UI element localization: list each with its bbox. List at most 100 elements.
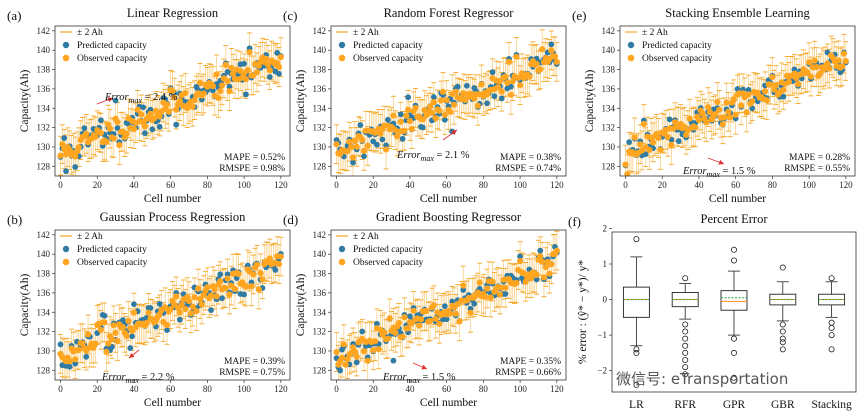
observed-point <box>114 118 121 125</box>
observed-point <box>191 294 198 301</box>
observed-point <box>399 333 406 340</box>
observed-point <box>176 97 183 105</box>
predicted-point <box>373 320 380 327</box>
observed-point <box>542 263 549 271</box>
x-tick-label: 80 <box>479 180 489 190</box>
observed-point <box>340 341 347 348</box>
observed-point <box>84 331 92 338</box>
observed-point <box>147 110 154 117</box>
observed-point <box>655 134 662 142</box>
observed-point <box>393 133 401 140</box>
observed-point <box>277 253 284 260</box>
outlier-point <box>731 335 738 342</box>
outlier-point <box>779 339 786 346</box>
y-tick-label: 142 <box>313 26 327 36</box>
observed-point <box>130 309 138 316</box>
box-axes-frame <box>611 231 857 393</box>
plot-area <box>57 32 284 176</box>
observed-point <box>714 98 721 106</box>
x-ticks: 0 20 40 60 80 100 120 <box>58 380 288 394</box>
y-tick-label: 128 <box>313 365 327 375</box>
observed-point <box>430 302 437 309</box>
predicted-point <box>359 328 366 335</box>
predicted-point <box>441 116 448 123</box>
y-tick-label: 138 <box>313 269 327 279</box>
legend-swatch-observed <box>338 54 346 62</box>
outlier-point <box>731 257 738 264</box>
observed-point <box>266 255 273 262</box>
observed-point <box>436 320 443 327</box>
observed-point <box>344 148 351 155</box>
panel-letter: (e) <box>572 8 586 23</box>
observed-point <box>384 335 392 342</box>
predicted-point <box>142 130 148 137</box>
x-tick-label: 80 <box>479 384 489 394</box>
observed-point <box>539 46 546 53</box>
x-tick-label: 0 <box>334 180 339 190</box>
x-tick-label: 40 <box>129 384 139 394</box>
observed-point <box>97 326 104 333</box>
plot-area <box>622 33 849 176</box>
mape-text: MAPE = 0.28% <box>789 153 850 163</box>
observed-point <box>360 147 368 155</box>
y-tick-label: 132 <box>37 123 51 133</box>
scatter-panels: 0 20 40 60 80 100 120128130132134136138140142C… <box>7 6 856 409</box>
observed-point <box>360 348 368 355</box>
observed-point <box>785 78 793 85</box>
outlier-point <box>682 371 689 378</box>
observed-point <box>195 285 202 292</box>
y-tick-label: 132 <box>313 327 327 337</box>
observed-point <box>436 107 443 114</box>
observed-point <box>178 301 185 308</box>
observed-point <box>72 153 79 160</box>
observed-point <box>211 286 218 293</box>
predicted-point <box>164 327 170 334</box>
observed-point <box>712 111 719 118</box>
y-tick-label: 138 <box>37 269 51 279</box>
predicted-point <box>443 316 450 323</box>
x-category-label: GBR <box>771 399 795 411</box>
x-tick-label: 40 <box>405 180 415 190</box>
observed-point <box>103 138 110 145</box>
predicted-point <box>156 300 163 307</box>
observed-point <box>346 138 353 145</box>
observed-point <box>255 286 262 293</box>
x-tick-label: 0 <box>623 180 628 190</box>
observed-point <box>189 103 196 110</box>
observed-point <box>716 106 723 113</box>
observed-point <box>101 319 108 326</box>
axes-frame <box>54 25 291 177</box>
y-tick-label: 140 <box>37 45 51 55</box>
predicted-point <box>66 363 73 370</box>
observed-point <box>732 111 739 118</box>
observed-point <box>428 109 436 116</box>
observed-point <box>222 61 229 69</box>
observed-point <box>110 135 117 142</box>
x-tick-label: 40 <box>694 180 704 190</box>
observed-point <box>513 279 520 287</box>
outlier-point <box>682 356 689 363</box>
outlier-point <box>731 374 738 381</box>
observed-point <box>412 104 419 112</box>
observed-point <box>699 110 706 117</box>
predicted-point <box>533 276 540 283</box>
legend-label-band: ± 2 Ah <box>77 28 103 38</box>
x-tick-label: 120 <box>274 384 288 394</box>
y-axis-label: Capacity(Ah) <box>295 274 307 337</box>
y-tick-label: 140 <box>313 45 327 55</box>
y-tick-label: 142 <box>37 230 51 240</box>
predicted-point <box>498 95 505 102</box>
max-error-annotation: Errormax = 2.4 % <box>96 92 178 105</box>
legend-label-observed: Observed capacity <box>353 54 424 64</box>
box-y-tick-label: 1 <box>603 259 608 269</box>
y-tick-label: 142 <box>37 26 51 36</box>
observed-point <box>794 81 802 88</box>
observed-point <box>403 112 410 119</box>
outlier-point <box>779 264 786 271</box>
predicted-point <box>749 105 756 112</box>
observed-point <box>381 329 388 336</box>
predicted-point <box>72 164 79 170</box>
predicted-point <box>471 300 478 307</box>
predicted-point <box>390 357 397 364</box>
observed-point <box>504 79 511 86</box>
